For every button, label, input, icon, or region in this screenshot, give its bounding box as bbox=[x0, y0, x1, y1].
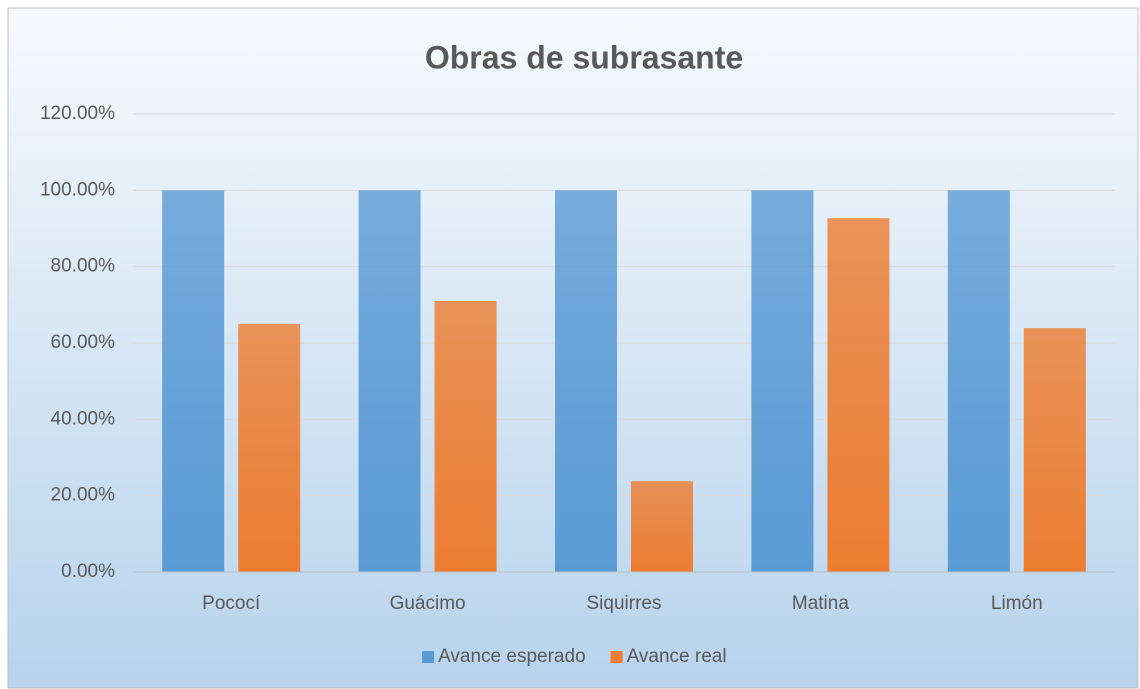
x-tick-label: Matina bbox=[792, 593, 849, 614]
y-tick-label: 20.00% bbox=[51, 485, 116, 506]
bar bbox=[751, 190, 814, 573]
y-tick-label: 80.00% bbox=[51, 256, 116, 277]
y-tick-label: 120.00% bbox=[40, 103, 115, 124]
bar bbox=[1023, 328, 1086, 572]
bar bbox=[555, 190, 617, 573]
y-tick-label: 0.00% bbox=[61, 561, 115, 582]
x-tick-label: Limón bbox=[991, 593, 1043, 614]
x-tick-label: Guácimo bbox=[390, 593, 466, 614]
bar bbox=[947, 190, 1010, 573]
bar bbox=[631, 481, 693, 572]
x-tick-label: Pococí bbox=[202, 593, 261, 614]
bar bbox=[238, 323, 301, 572]
legend-label: Avance real bbox=[627, 646, 727, 667]
y-tick-label: 40.00% bbox=[51, 408, 116, 429]
legend-label: Avance esperado bbox=[438, 646, 586, 667]
bar bbox=[358, 190, 421, 573]
y-tick-label: 100.00% bbox=[40, 179, 115, 200]
y-tick-label: 60.00% bbox=[51, 332, 116, 353]
bar bbox=[162, 190, 225, 573]
legend-swatch bbox=[422, 651, 435, 663]
legend-swatch bbox=[610, 651, 623, 663]
bar bbox=[434, 301, 497, 572]
chart-title: Obras de subrasante bbox=[425, 39, 743, 75]
bar bbox=[827, 218, 890, 572]
x-tick-label: Siquirres bbox=[587, 593, 662, 614]
